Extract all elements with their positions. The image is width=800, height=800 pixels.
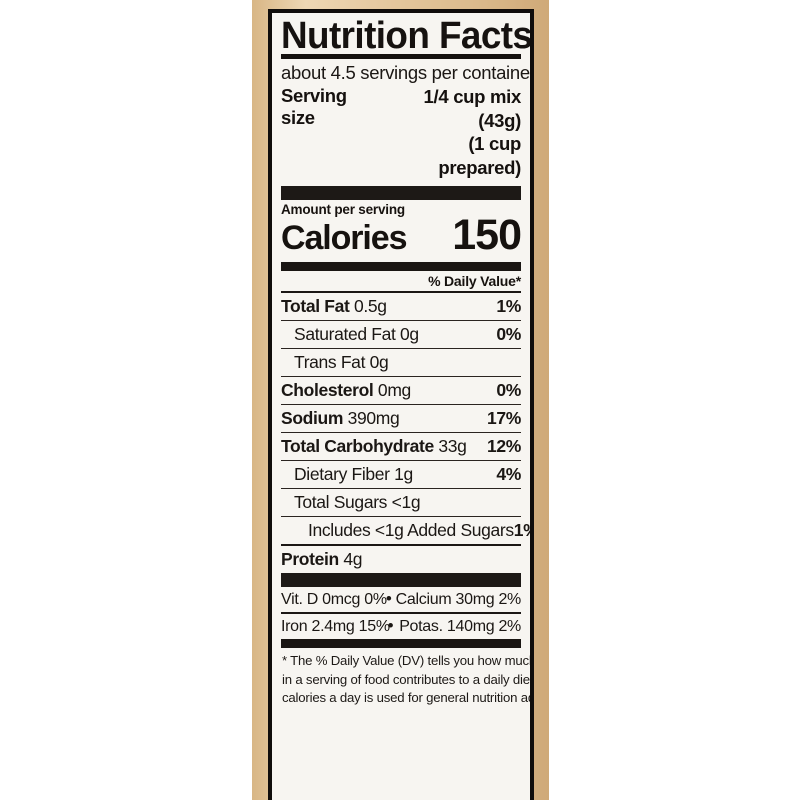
nutrient-daily-value: 1% bbox=[513, 519, 530, 540]
nutrient-row: Sodium 390mg 17% bbox=[272, 405, 530, 432]
bullet-separator-icon: • bbox=[385, 588, 392, 608]
nutrient-daily-value: 0% bbox=[496, 379, 521, 400]
nutrient-name: Total Fat 0.5g bbox=[281, 296, 387, 317]
nutrient-divider bbox=[281, 515, 521, 517]
vitamin-row: Vit. D 0mcg 0% • Calcium 30mg 2% bbox=[272, 587, 530, 612]
divider-above-nutrients bbox=[281, 290, 521, 293]
title-block: Nutrition Facts bbox=[272, 13, 533, 57]
nutrient-name-text: Total Carbohydrate bbox=[281, 435, 434, 456]
vitamin-right-value: Calcium 30mg 2% bbox=[395, 590, 522, 608]
divider-above-vitamins bbox=[281, 572, 521, 587]
vitamin-left-value: Vit. D 0mcg 0% bbox=[281, 590, 387, 608]
nutrient-amount: 0g bbox=[395, 323, 419, 344]
nutrient-name-text: Protein bbox=[281, 548, 339, 569]
nutrient-name: Includes <1g Added Sugars bbox=[308, 520, 514, 541]
calories-label: Calories bbox=[281, 218, 407, 257]
nutrient-daily-value: 4% bbox=[496, 463, 521, 484]
nutrient-name-text: Sodium bbox=[281, 407, 344, 428]
footnote-line-2: in a serving of food contributes to a da… bbox=[282, 671, 534, 687]
nutrient-name: Saturated Fat 0g bbox=[294, 324, 419, 345]
nutrient-daily-value: 12% bbox=[487, 435, 521, 456]
nutrient-amount: <1g bbox=[387, 491, 421, 512]
nutrient-name: Cholesterol 0mg bbox=[281, 380, 411, 401]
calories-row: Calories 150 bbox=[272, 210, 530, 259]
nutrient-daily-value: 0% bbox=[496, 323, 521, 344]
nutrient-daily-value: 1% bbox=[496, 295, 521, 316]
nutrient-name: Total Sugars <1g bbox=[294, 491, 421, 513]
nutrition-facts-label: Nutrition Facts about 4.5 servings per c… bbox=[268, 9, 534, 800]
nutrient-divider bbox=[281, 487, 521, 489]
nutrient-name-text: Dietary Fiber bbox=[294, 463, 390, 484]
nutrient-name: Sodium 390mg bbox=[281, 407, 400, 429]
nutrient-row: Dietary Fiber 1g 4% bbox=[272, 461, 530, 488]
serving-size-prepared: (1 cup prepared) bbox=[438, 133, 521, 179]
nutrient-amount: 4g bbox=[338, 548, 363, 569]
nutrient-row: Cholesterol 0mg 0% bbox=[272, 377, 530, 404]
divider-under-calories bbox=[281, 261, 521, 271]
nutrient-name-text: Trans Fat bbox=[294, 351, 366, 372]
nutrient-name-text: Includes <1g Added Sugars bbox=[308, 519, 514, 540]
nutrient-name-text: Total Sugars bbox=[294, 491, 388, 512]
vitamin-left-value: Iron 2.4mg 15% bbox=[281, 617, 390, 635]
nutrient-amount: 0.5g bbox=[349, 295, 387, 316]
nutrient-row: Total Sugars <1g bbox=[272, 489, 530, 516]
divider-above-calories bbox=[281, 185, 521, 200]
page-title: Nutrition Facts bbox=[281, 15, 533, 57]
calories-value: 150 bbox=[452, 210, 522, 259]
divider-under-title bbox=[281, 54, 521, 60]
nutrient-name-text: Saturated Fat bbox=[294, 323, 396, 344]
nutrient-amount: 0g bbox=[365, 351, 389, 372]
footnote-line-1: * The % Daily Value (DV) tells you how m… bbox=[282, 652, 534, 668]
nutrient-row: Trans Fat 0g bbox=[272, 349, 530, 376]
nutrient-divider bbox=[281, 319, 521, 321]
nutrient-name-text: Total Fat bbox=[281, 295, 350, 316]
nutrient-name-text: Cholesterol bbox=[281, 379, 374, 400]
nutrient-amount: 390mg bbox=[343, 407, 400, 428]
nutrient-divider bbox=[281, 459, 521, 461]
serving-size-value: 1/4 cup mix (43g) bbox=[423, 86, 522, 131]
nutrient-divider bbox=[281, 375, 521, 377]
nutrient-amount: 33g bbox=[433, 435, 467, 456]
nutrient-amount: 0mg bbox=[373, 379, 411, 400]
nutrient-name: Total Carbohydrate 33g bbox=[281, 436, 467, 457]
nutrient-divider bbox=[281, 347, 521, 349]
divider-above-footnote bbox=[281, 638, 521, 648]
nutrient-name: Protein 4g bbox=[281, 549, 362, 570]
nutrient-row: Total Fat 0.5g 1% bbox=[272, 293, 530, 320]
vitamin-list: Vit. D 0mcg 0% • Calcium 30mg 2% Iron 2.4mg… bbox=[272, 587, 530, 639]
nutrient-divider bbox=[281, 403, 521, 405]
vitamin-divider bbox=[281, 611, 521, 614]
serving-size-values: 1/4 cup mix (43g) (1 cup prepared) bbox=[381, 85, 522, 180]
nutrient-name: Dietary Fiber 1g bbox=[294, 464, 413, 485]
nutrient-row: Saturated Fat 0g 0% bbox=[272, 321, 530, 348]
amount-per-serving-label: Amount per serving bbox=[281, 201, 405, 217]
nutrient-name: Trans Fat 0g bbox=[294, 351, 389, 373]
serving-size-row: Serving size 1/4 cup mix (43g) (1 cup pr… bbox=[272, 84, 530, 180]
vitamin-right-value: Potas. 140mg 2% bbox=[399, 617, 521, 635]
servings-per-container: about 4.5 servings per container bbox=[281, 62, 534, 84]
bullet-separator-icon: • bbox=[387, 615, 394, 635]
vitamin-row: Iron 2.4mg 15% • Potas. 140mg 2% bbox=[272, 614, 530, 639]
daily-value-footnote: * The % Daily Value (DV) tells you how m… bbox=[272, 648, 530, 708]
nutrient-row: Protein 4g bbox=[272, 546, 530, 573]
nutrient-row: Total Carbohydrate 33g 12% bbox=[272, 433, 530, 460]
serving-size-label: Serving size bbox=[281, 85, 347, 129]
nutrient-daily-value: 17% bbox=[487, 407, 521, 428]
nutrient-amount: 1g bbox=[389, 463, 413, 484]
daily-value-header: % Daily Value* bbox=[428, 272, 521, 289]
nutrient-list: Total Fat 0.5g 1% Saturated Fat 0g 0% Trans … bbox=[272, 293, 530, 573]
nutrient-divider bbox=[281, 431, 521, 433]
footnote-line-3: calories a day is used for general nutri… bbox=[282, 690, 534, 706]
nutrient-divider bbox=[281, 543, 521, 546]
